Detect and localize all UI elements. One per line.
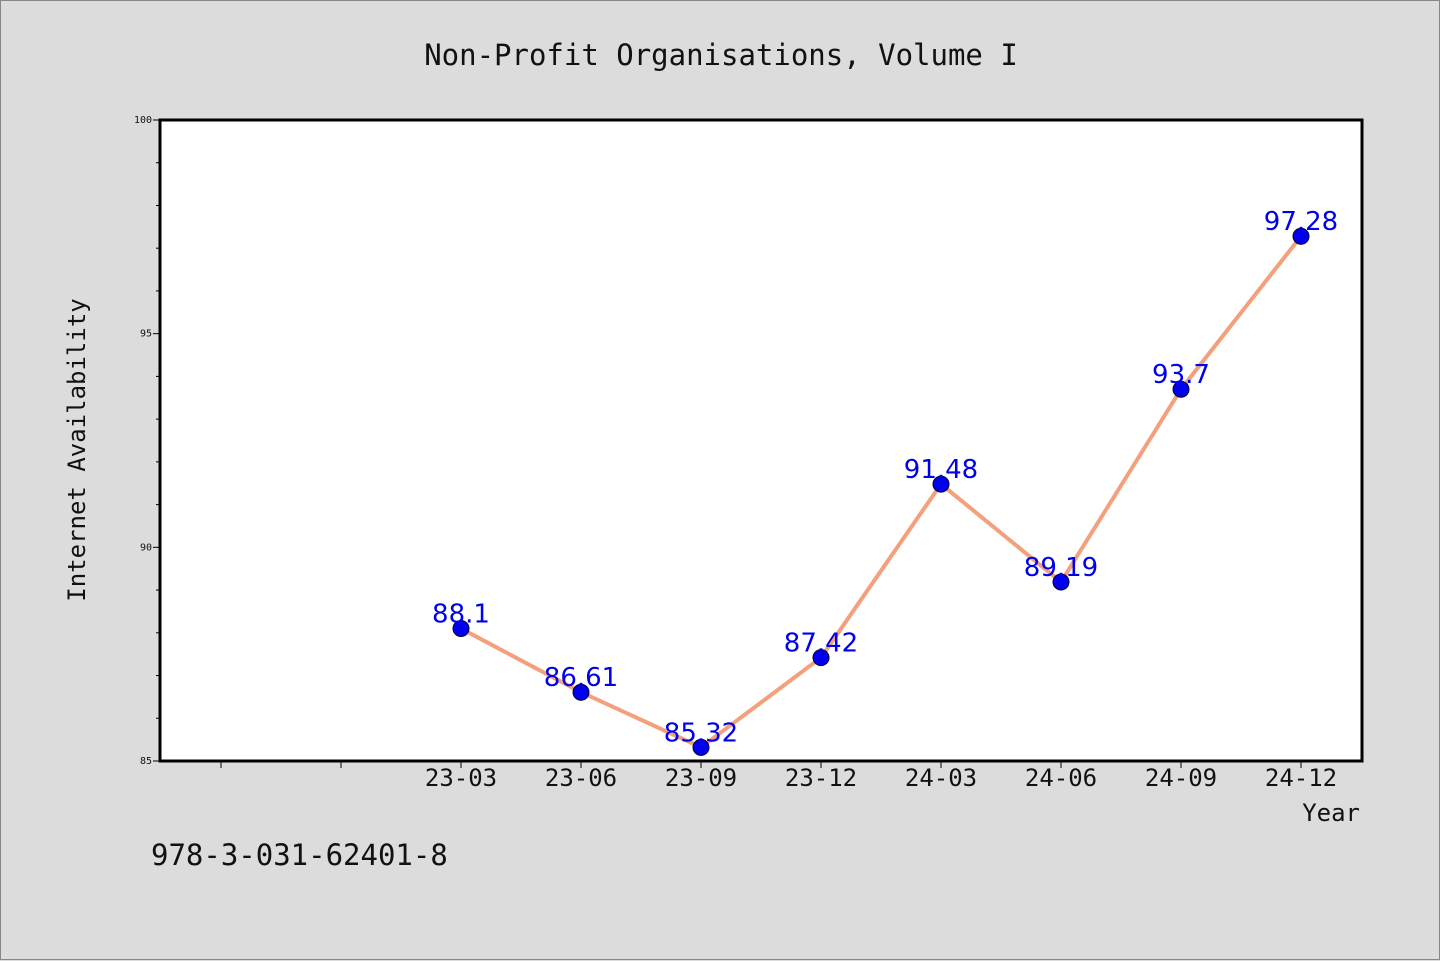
data-point: [1172, 380, 1190, 398]
isbn-text: 978-3-031-62401-8: [151, 838, 448, 872]
x-tick-label: 23-03: [425, 764, 497, 792]
plot-area: [158, 118, 1364, 763]
data-series: [452, 227, 1310, 756]
data-label: 93.7: [1152, 360, 1210, 390]
x-tick-label: 23-06: [545, 764, 617, 792]
y-tick-label: 100: [134, 115, 152, 126]
data-point: [932, 475, 950, 493]
x-tick-label: 24-06: [1025, 764, 1097, 792]
x-tick-label: 24-03: [905, 764, 977, 792]
y-axis-label: Internet Availability: [63, 298, 91, 601]
x-axis-ticks: 23-03 23-06 23-09 23-12 24-03 24-06 24-09 24-12: [220, 761, 1337, 792]
data-point: [1052, 573, 1070, 591]
data-label: 87.42: [784, 629, 858, 659]
chart-title: Non-Profit Organisations, Volume I: [424, 38, 1018, 72]
data-labels: 88.1 86.61 85.32 87.42 91.48 89.19 93.7 97.28: [432, 207, 1338, 748]
data-label: 91.48: [904, 455, 978, 485]
x-axis-label: Year: [1302, 799, 1360, 827]
data-point: [572, 683, 590, 701]
data-point: [812, 649, 830, 667]
data-label: 97.28: [1264, 207, 1338, 237]
data-label: 86.61: [544, 663, 618, 693]
data-point: [1292, 227, 1310, 245]
y-tick-label: 95: [140, 329, 152, 340]
x-tick-label: 24-12: [1265, 764, 1337, 792]
data-label: 85.32: [664, 718, 738, 748]
series-line: [460, 235, 1303, 750]
x-tick-label: 24-09: [1145, 764, 1217, 792]
x-tick-label: 23-09: [665, 764, 737, 792]
y-axis-ticks: 85 90 95 100: [134, 115, 160, 767]
data-point: [452, 620, 470, 638]
data-point: [692, 738, 710, 756]
y-tick-label: 85: [140, 756, 152, 767]
data-label: 88.1: [432, 600, 490, 630]
x-tick-label: 23-12: [785, 764, 857, 792]
data-label: 89.19: [1024, 553, 1098, 583]
y-tick-label: 90: [140, 542, 152, 553]
